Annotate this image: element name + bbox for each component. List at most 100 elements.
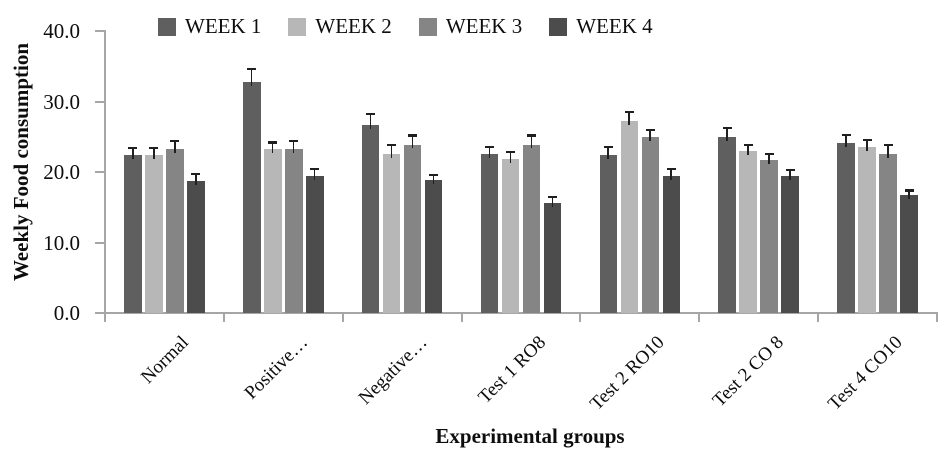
legend-label: WEEK 3	[445, 14, 523, 38]
bar	[858, 147, 876, 313]
bar	[480, 153, 499, 313]
y-tick-mark	[95, 241, 105, 244]
x-tick-mark	[579, 313, 582, 322]
error-bar-whisker	[313, 169, 316, 181]
error-bar-cap	[289, 139, 299, 143]
y-tick-label: 30.0	[43, 89, 80, 114]
error-bar-whisker	[509, 152, 512, 163]
bar	[124, 155, 142, 313]
bar	[620, 121, 639, 313]
legend-swatch-icon	[288, 17, 307, 36]
x-category-label: Negative…	[354, 332, 432, 409]
error-bar-cap	[268, 141, 278, 144]
error-bar-cap	[764, 152, 774, 155]
x-tick-mark	[817, 313, 820, 322]
legend-item-week-3: WEEK 3	[418, 14, 523, 39]
bar	[403, 144, 422, 313]
error-bar-whisker	[488, 146, 491, 158]
legend-label: WEEK 1	[185, 14, 262, 38]
error-bar-whisker	[292, 140, 295, 154]
legend-item-week-4: WEEK 4	[549, 14, 653, 39]
bar	[837, 143, 855, 313]
error-bar-whisker	[768, 153, 770, 164]
error-bar-cap	[603, 145, 613, 148]
error-bar-whisker	[845, 134, 847, 148]
error-bar-cap	[506, 151, 515, 154]
error-bar-whisker	[866, 140, 868, 152]
error-bar-cap	[785, 168, 795, 172]
y-tick-mark	[95, 171, 105, 173]
x-category-label: Test 2 RO10	[586, 332, 669, 415]
error-bar-whisker	[173, 140, 176, 154]
bar	[243, 81, 261, 313]
x-axis-line	[104, 312, 938, 314]
error-bar-whisker	[887, 145, 889, 159]
x-category-label: Test 2 CO 8	[708, 332, 788, 412]
legend-label: WEEK 2	[315, 14, 392, 38]
bar	[424, 180, 443, 313]
y-tick-mark	[95, 30, 105, 32]
bar	[718, 136, 736, 313]
error-bar-whisker	[152, 148, 155, 160]
y-tick-mark	[95, 100, 105, 103]
bar	[187, 181, 205, 313]
x-tick-mark	[936, 313, 938, 322]
bar	[543, 203, 562, 313]
error-bar-cap	[429, 173, 439, 176]
error-bar-cap	[247, 68, 257, 71]
error-bar-whisker	[726, 127, 728, 141]
error-bar-cap	[387, 144, 397, 147]
x-axis-title: Experimental groups	[435, 424, 625, 448]
bar	[306, 176, 324, 313]
x-category-label: Test 4 CO10	[823, 332, 907, 415]
bar	[264, 149, 282, 313]
legend-swatch-icon	[158, 17, 176, 36]
x-tick-mark	[460, 313, 463, 322]
bar	[599, 155, 618, 313]
bar	[361, 125, 380, 313]
error-bar-whisker	[411, 135, 414, 149]
x-category-label: Test 1 RO8	[473, 332, 550, 408]
bar	[662, 176, 681, 313]
legend-swatch-icon	[418, 17, 437, 36]
error-bar-cap	[149, 147, 159, 150]
bar	[166, 149, 184, 313]
y-tick-label: 0.0	[53, 301, 80, 325]
error-bar-cap	[485, 145, 494, 148]
error-bar-whisker	[250, 69, 253, 86]
y-axis-line	[104, 30, 106, 322]
bar	[641, 136, 660, 313]
error-bar-whisker	[670, 169, 672, 181]
error-bar-whisker	[131, 148, 134, 160]
error-bar-cap	[548, 195, 557, 198]
error-bar-whisker	[789, 169, 791, 181]
error-bar-cap	[645, 128, 655, 131]
bar	[145, 155, 163, 313]
bar	[382, 153, 401, 313]
bar	[285, 149, 303, 313]
error-bar-cap	[310, 168, 320, 171]
chart-legend: WEEK 1 WEEK 2 WEEK 3 WEEK 4	[158, 14, 653, 39]
error-bar-whisker	[390, 145, 393, 158]
x-tick-mark	[341, 313, 344, 322]
error-bar-whisker	[649, 129, 651, 141]
error-bar-whisker	[607, 146, 609, 160]
x-category-label: Positive…	[240, 332, 313, 404]
error-bar-cap	[191, 173, 201, 176]
error-bar-cap	[527, 134, 536, 137]
error-bar-cap	[743, 144, 753, 147]
bar	[900, 195, 918, 313]
legend-item-week-1: WEEK 1	[158, 14, 261, 39]
error-bar-whisker	[432, 174, 435, 185]
error-bar-whisker	[747, 145, 749, 155]
error-bar-whisker	[908, 190, 910, 200]
error-bar-whisker	[628, 112, 630, 126]
error-bar-cap	[666, 168, 676, 171]
bar	[760, 160, 778, 313]
bar	[781, 176, 799, 313]
error-bar-whisker	[369, 114, 372, 130]
error-bar-cap	[722, 126, 732, 129]
legend-label: WEEK 4	[576, 14, 653, 38]
error-bar-cap	[862, 139, 872, 142]
